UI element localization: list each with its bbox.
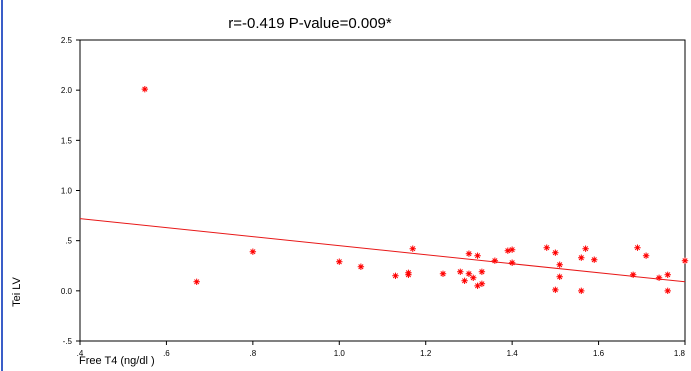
- data-point: [578, 254, 585, 261]
- data-point: [491, 257, 499, 264]
- data-point: [634, 244, 641, 251]
- data-point: [461, 277, 468, 284]
- data-point: [508, 259, 516, 266]
- data-point: [655, 274, 663, 281]
- data-point: [556, 261, 563, 268]
- x-tick-label: 1.8: [674, 349, 686, 358]
- data-point: [664, 287, 671, 295]
- data-point: [552, 286, 559, 294]
- data-point: [642, 252, 650, 259]
- data-point: [629, 271, 637, 278]
- data-point: [578, 287, 585, 295]
- data-point: [543, 244, 550, 251]
- y-axis-ticks: 2.5 2.0 1.5 1.0 .5 0.0 -.5: [61, 36, 80, 346]
- data-point: [405, 269, 412, 276]
- data-point: [474, 252, 481, 259]
- data-point: [249, 248, 257, 255]
- x-tick-label: .4: [77, 349, 84, 358]
- x-axis-label: Free T4 (ng/dl ): [79, 355, 155, 367]
- data-point: [141, 85, 149, 93]
- data-point: [478, 280, 486, 288]
- data-point: [392, 272, 399, 279]
- data-point: [409, 245, 416, 252]
- x-tick-label: .8: [250, 349, 257, 358]
- y-tick-label: -.5: [63, 337, 73, 346]
- data-point: [470, 274, 477, 281]
- data-point: [465, 270, 473, 277]
- chart-title: r=-0.419 P-value=0.009*: [228, 15, 392, 32]
- data-point: [582, 245, 589, 252]
- y-tick-label: 1.0: [61, 187, 73, 196]
- data-point: [474, 282, 481, 290]
- y-tick-label: 1.5: [61, 136, 73, 145]
- data-point: [465, 250, 473, 257]
- data-point: [478, 268, 486, 275]
- data-point: [508, 246, 516, 253]
- y-axis-label: Tei LV: [11, 276, 23, 306]
- data-point: [336, 258, 343, 265]
- data-point: [552, 249, 559, 256]
- regression-line: [79, 218, 686, 283]
- data-point: [504, 247, 512, 254]
- data-point: [664, 271, 671, 278]
- y-tick-label: 0.0: [61, 287, 73, 296]
- x-tick-label: .6: [163, 349, 170, 358]
- y-tick-label: 2.5: [61, 36, 73, 45]
- data-point: [439, 270, 447, 277]
- y-tick-label: .5: [65, 237, 72, 246]
- data-point: [457, 268, 464, 275]
- x-tick-label: 1.0: [334, 349, 346, 358]
- x-tick-label: 1.2: [420, 349, 432, 358]
- x-axis-ticks: .4 .6 .8 1.0 1.2 1.4 1.6 1.8: [77, 341, 686, 358]
- data-point: [591, 256, 598, 263]
- x-tick-label: 1.4: [507, 349, 519, 358]
- data-point: [681, 257, 689, 264]
- plot-frame: [79, 39, 686, 342]
- y-tick-label: 2.0: [61, 86, 73, 95]
- data-point: [193, 278, 200, 286]
- x-tick-label: 1.6: [593, 349, 605, 358]
- data-point: [556, 273, 563, 280]
- data-point: [357, 263, 365, 270]
- data-points: [141, 85, 689, 295]
